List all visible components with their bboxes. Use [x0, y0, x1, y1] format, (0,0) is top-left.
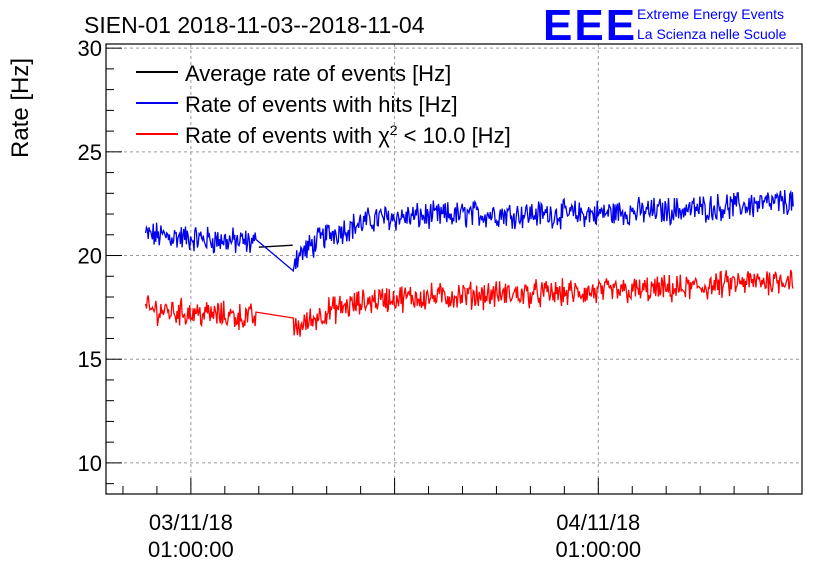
- legend-label: Average rate of events [Hz]: [185, 61, 451, 86]
- y-tick-label: 30: [78, 36, 102, 61]
- legend-label: Rate of events with hits [Hz]: [185, 92, 458, 117]
- eee-logo: EEE: [543, 1, 637, 50]
- plot-frame: [105, 43, 803, 495]
- y-tick-label: 10: [78, 451, 102, 476]
- grid: [106, 44, 803, 494]
- y-tick-label: 25: [78, 140, 102, 165]
- chart-title: SIEN-01 2018-11-03--2018-11-04: [84, 12, 425, 38]
- legend-label: Rate of events with χ2 < 10.0 [Hz]: [185, 122, 511, 148]
- legend: Average rate of events [Hz] Rate of event…: [136, 61, 511, 148]
- x-tick-label-time: 01:00:00: [555, 537, 641, 562]
- x-tick-label-date: 03/11/18: [149, 510, 233, 535]
- org-name-line1: Extreme Energy Events: [637, 6, 784, 22]
- plot-border: [105, 43, 803, 495]
- org-name-line2: La Scienza nelle Scuole: [637, 26, 787, 42]
- y-tick-label: 20: [78, 244, 102, 269]
- x-tick-label-time: 01:00:00: [148, 537, 234, 562]
- x-tick-label-date: 04/11/18: [556, 510, 640, 535]
- axes: 101520253003/11/1801:00:0004/11/1801:00:…: [78, 36, 803, 562]
- y-tick-label: 15: [78, 347, 102, 372]
- series-line-3: [144, 269, 794, 337]
- series-lines: [144, 189, 794, 337]
- series-line-2: [144, 189, 794, 273]
- y-axis-label: Rate [Hz]: [7, 58, 34, 158]
